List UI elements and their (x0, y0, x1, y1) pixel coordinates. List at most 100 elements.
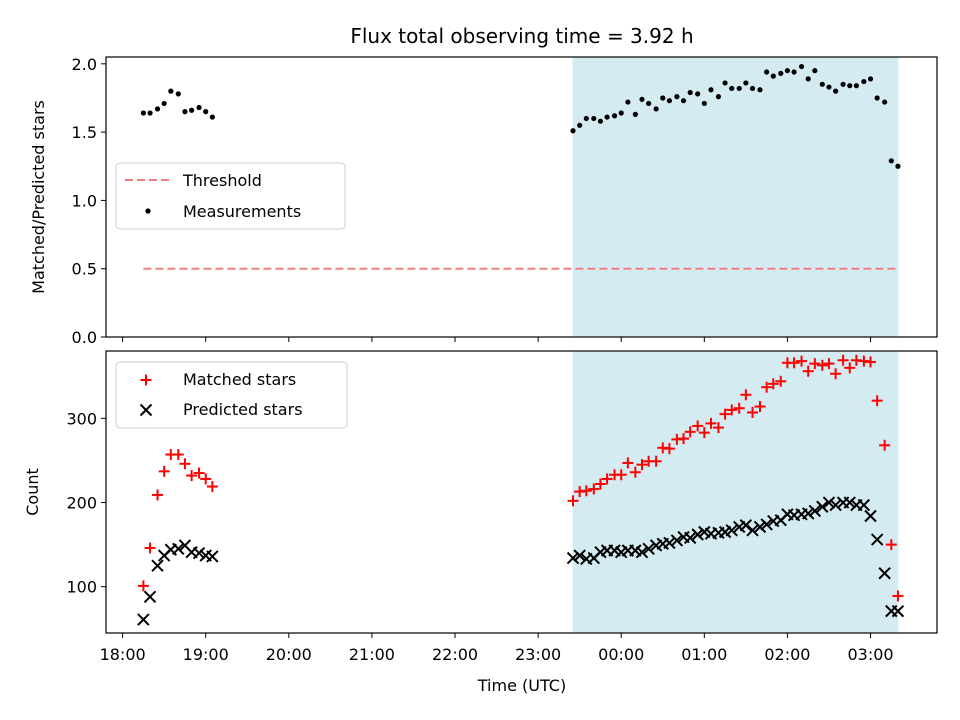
matched-star-point (698, 427, 710, 439)
matched-star-point (663, 443, 675, 455)
measurement-point (743, 80, 749, 86)
predicted-star-point (870, 533, 884, 546)
predicted-star-point (642, 542, 655, 556)
bottom-ytick-label: 100 (66, 578, 97, 597)
matched-star-point (712, 422, 724, 434)
measurement-point (161, 100, 167, 107)
measurement-point (639, 96, 645, 102)
measurement-point (660, 95, 666, 101)
legend-predicted-swatch (139, 403, 153, 417)
matched-star-point (809, 358, 821, 370)
chart-title: Flux total observing time = 3.92 h (350, 24, 693, 48)
measurement-point (591, 115, 597, 122)
bottom-ytick-label: 300 (66, 409, 97, 428)
predicted-star-point (822, 496, 836, 509)
matched-star-point (622, 457, 634, 469)
measurement-point (826, 84, 832, 90)
matched-star-point (588, 483, 600, 495)
top-observing-window-shade (572, 56, 899, 338)
predicted-star-point (663, 536, 676, 550)
matched-star-point (726, 404, 738, 416)
predicted-star-point (801, 507, 815, 520)
bottom-y-ticks: 100 200 300 (66, 409, 106, 597)
matched-star-point (601, 473, 613, 485)
measurement-point (646, 100, 652, 107)
matched-star-point (823, 358, 835, 370)
matched-star-point (754, 401, 766, 413)
legend-matched-swatch (140, 374, 152, 386)
measurement-point (867, 76, 874, 82)
measurement-point (749, 85, 756, 92)
measurement-point (209, 114, 215, 120)
measurement-point (798, 63, 805, 70)
bottom-observing-window-shade (572, 350, 899, 634)
legend-predicted-marker (139, 403, 153, 417)
matched-star-point (740, 389, 752, 401)
matched-star-point (837, 354, 849, 366)
top-ytick-label: 0.0 (72, 328, 97, 347)
measurement-point (812, 68, 818, 74)
predicted-star-point (891, 604, 905, 618)
matched-star-point (692, 420, 704, 432)
x-axis-label: Time (UTC) (477, 676, 566, 695)
xtick-label: 23:00 (515, 645, 561, 664)
matched-star-point (158, 465, 170, 477)
measurement-point (196, 104, 202, 111)
matched-star-point (761, 381, 773, 393)
predicted-star-point (573, 549, 586, 562)
bottom-legend: Matched stars Predicted stars (115, 361, 348, 429)
legend-threshold-label: Threshold (182, 171, 262, 190)
legend-predicted-label: Predicted stars (183, 400, 303, 419)
measurement-point (182, 109, 188, 115)
top-ytick-label: 0.5 (72, 260, 97, 279)
xtick-label: 22:00 (432, 645, 478, 664)
measurement-point (154, 106, 161, 112)
predicted-star-point (192, 546, 206, 560)
measurement-point (674, 94, 680, 100)
measurement-point (632, 111, 638, 117)
predicted-star-point (739, 519, 753, 532)
matched-star-point (844, 362, 856, 374)
matched-stars-points (137, 354, 904, 602)
matched-star-point (629, 466, 641, 478)
matched-star-point (816, 359, 828, 371)
matched-star-point (179, 458, 191, 470)
top-ytick-label: 1.5 (72, 123, 97, 142)
predicted-star-point (760, 518, 773, 531)
bottom-y-axis-label: Count (23, 468, 42, 516)
xtick-label: 03:00 (847, 645, 893, 664)
measurement-point (687, 89, 693, 96)
measurement-point (695, 91, 701, 97)
measurement-point (701, 100, 707, 107)
top-y-axis-label: Matched/Predicted stars (29, 100, 48, 294)
matched-star-point (705, 417, 717, 429)
xtick-label: 00:00 (598, 645, 644, 664)
predicted-stars-points (137, 496, 905, 626)
measurement-point (853, 83, 859, 89)
top-ytick-label: 1.0 (72, 191, 97, 210)
measurement-point (819, 81, 825, 87)
measurement-point (597, 118, 604, 124)
predicted-star-point (816, 500, 829, 513)
matched-star-point (747, 406, 759, 418)
matched-star-point (567, 495, 579, 507)
matched-star-point (733, 402, 745, 414)
matched-star-point (137, 580, 149, 592)
xtick-label: 01:00 (681, 645, 727, 664)
measurement-point (729, 85, 735, 92)
predicted-star-point (753, 520, 767, 534)
top-panel: 0.00.51.01.52.0 Matched/Predicted stars … (29, 55, 938, 347)
measurement-point (770, 73, 776, 79)
measurement-point (577, 122, 583, 128)
matched-star-point (719, 408, 731, 420)
predicted-star-point (746, 524, 759, 537)
bottom-x-ticks: 18:00 19:00 20:00 21:00 22:00 23:00 00:00 01:00… (100, 633, 894, 664)
matched-star-point (206, 481, 218, 493)
measurement-point (888, 158, 894, 164)
measurement-point (708, 87, 714, 93)
measurement-point (625, 99, 631, 105)
measurement-point (653, 106, 659, 112)
matched-star-point (200, 473, 212, 485)
predicted-star-point (635, 545, 649, 559)
